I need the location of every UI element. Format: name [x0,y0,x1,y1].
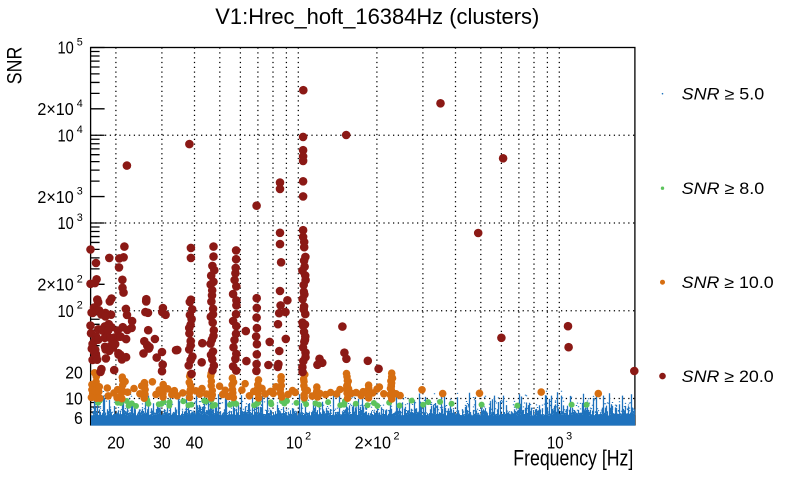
svg-text:6: 6 [74,408,83,428]
svg-text:3: 3 [77,186,83,198]
svg-text:SNR ≥ 10.0: SNR ≥ 10.0 [682,274,774,292]
svg-text:3: 3 [77,212,83,224]
svg-text:2×10: 2×10 [37,275,74,295]
svg-text:5: 5 [77,37,83,49]
svg-text:2: 2 [394,431,400,443]
svg-text:SNR ≥ 8.0: SNR ≥ 8.0 [682,180,765,198]
svg-text:2×10: 2×10 [355,433,392,453]
svg-text:2×10: 2×10 [37,187,74,207]
svg-text:10: 10 [547,433,564,453]
svg-text:2: 2 [305,431,311,443]
svg-text:2: 2 [77,300,83,312]
svg-text:20: 20 [107,433,125,453]
svg-text:10: 10 [58,125,74,145]
svg-text:30: 30 [153,433,171,453]
svg-text:10: 10 [65,389,83,409]
svg-text:4: 4 [77,124,83,136]
svg-text:4: 4 [77,98,83,110]
svg-text:SNR: SNR [4,47,27,85]
svg-text:10: 10 [58,213,74,233]
svg-text:10: 10 [286,433,303,453]
svg-text:3: 3 [566,431,572,443]
svg-text:40: 40 [186,433,204,453]
svg-text:2: 2 [77,273,83,285]
svg-text:10: 10 [58,301,74,321]
svg-text:SNR ≥ 20.0: SNR ≥ 20.0 [682,368,774,386]
svg-text:Frequency [Hz]: Frequency [Hz] [513,446,633,471]
svg-text:20: 20 [65,362,83,382]
svg-text:10: 10 [58,38,74,58]
svg-text:SNR ≥ 5.0: SNR ≥ 5.0 [682,86,765,104]
svg-text:2×10: 2×10 [37,99,74,119]
svg-text:V1:Hrec_hoft_16384Hz (clusters: V1:Hrec_hoft_16384Hz (clusters) [215,4,539,29]
